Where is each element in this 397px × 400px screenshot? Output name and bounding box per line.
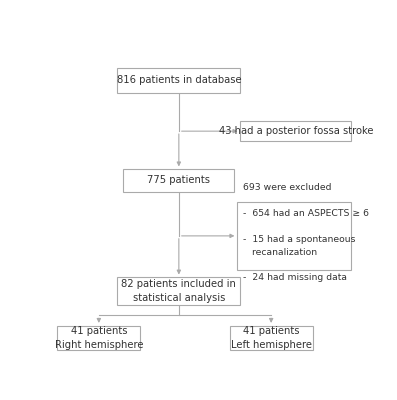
FancyBboxPatch shape	[237, 202, 351, 270]
Text: 41 patients
Left hemisphere: 41 patients Left hemisphere	[231, 326, 312, 350]
Text: 693 were excluded

-  654 had an ASPECTS ≥ 6

-  15 had a spontaneous
   recanal: 693 were excluded - 654 had an ASPECTS ≥…	[243, 183, 369, 282]
FancyBboxPatch shape	[229, 326, 313, 350]
FancyBboxPatch shape	[118, 68, 240, 93]
FancyBboxPatch shape	[118, 278, 240, 305]
Text: 43 had a posterior fossa stroke: 43 had a posterior fossa stroke	[218, 126, 373, 136]
Text: 41 patients
Right hemisphere: 41 patients Right hemisphere	[55, 326, 143, 350]
FancyBboxPatch shape	[57, 326, 141, 350]
FancyBboxPatch shape	[241, 121, 351, 141]
Text: 816 patients in database: 816 patients in database	[117, 75, 241, 85]
FancyBboxPatch shape	[123, 169, 234, 192]
Text: 775 patients: 775 patients	[147, 176, 210, 186]
Text: 82 patients included in
statistical analysis: 82 patients included in statistical anal…	[121, 279, 236, 303]
